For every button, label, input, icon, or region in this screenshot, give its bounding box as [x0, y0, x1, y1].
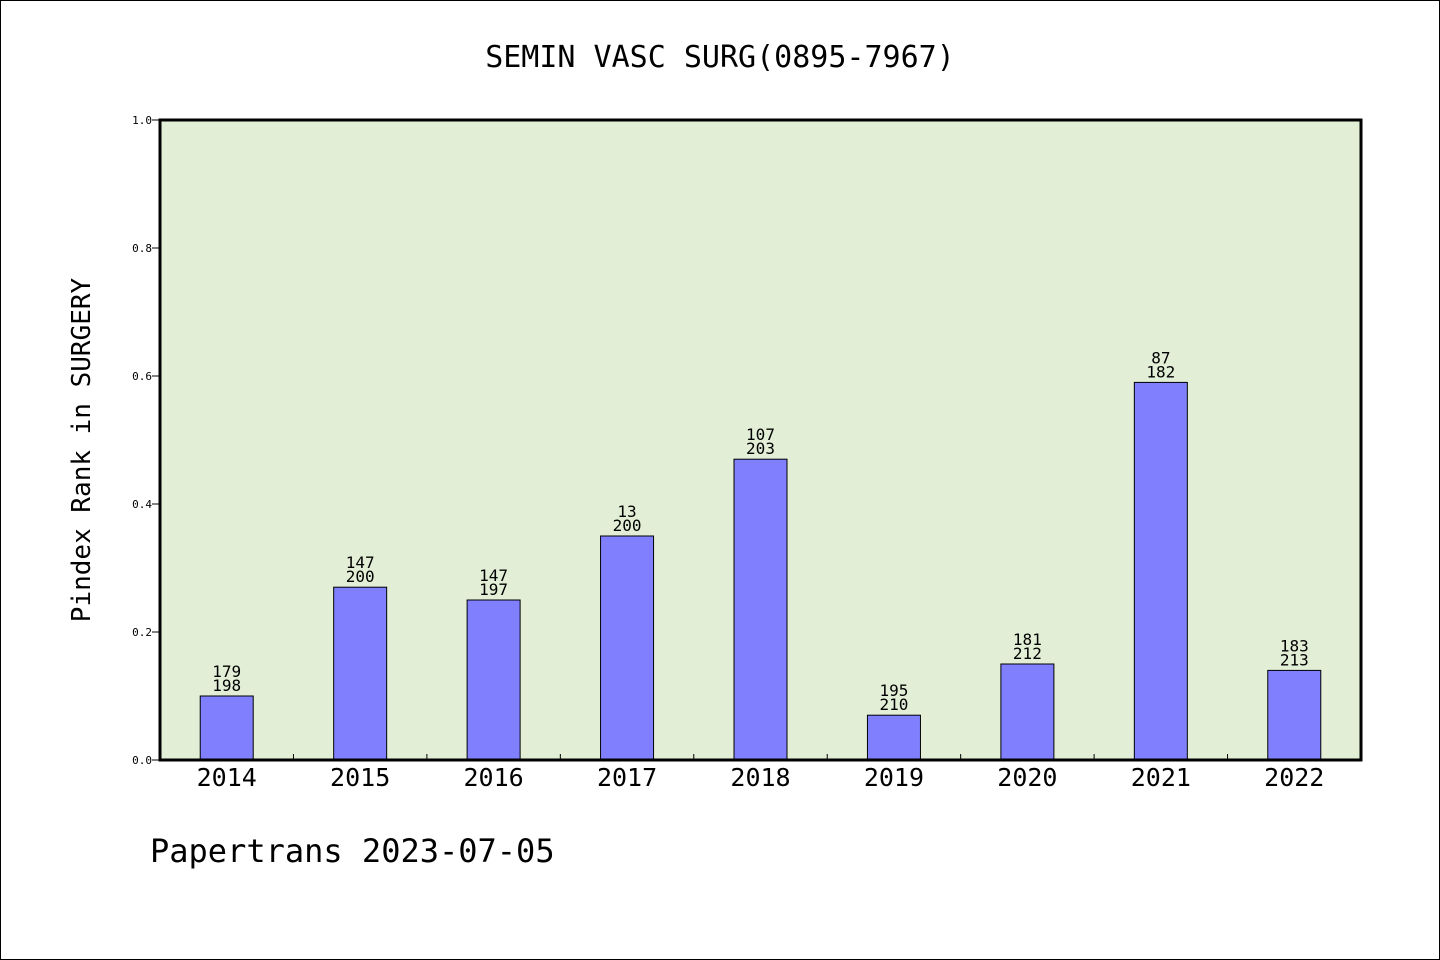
data-label-rank: 195	[879, 681, 908, 700]
data-label-total: 212	[1013, 644, 1042, 663]
labels-layer: 2014179198201514720020161471972017132002…	[197, 348, 1325, 792]
x-tick-label: 2014	[197, 763, 257, 792]
x-tick-label: 2016	[464, 763, 524, 792]
bar-2015	[333, 586, 388, 761]
footer-note: Papertrans 2023-07-05	[150, 832, 555, 870]
y-tick-label: 0.8	[132, 242, 152, 255]
y-tick-label: 1.0	[132, 114, 152, 127]
data-label-rank: 179	[212, 662, 241, 681]
data-label-rank: 147	[346, 553, 375, 572]
y-tick-label: 0.2	[132, 626, 152, 639]
bar-2019	[866, 714, 921, 761]
data-label-total: 210	[879, 695, 908, 714]
data-label-total: 213	[1280, 650, 1309, 669]
data-label-total: 200	[346, 567, 375, 586]
x-tick-label: 2017	[597, 763, 657, 792]
y-axis-label: Pindex Rank in SURGERY	[67, 277, 97, 622]
bar-2017	[600, 535, 655, 761]
data-label-rank: 87	[1151, 348, 1170, 367]
x-tick-label: 2021	[1131, 763, 1191, 792]
bar-2018	[733, 458, 788, 761]
bar-2014	[199, 695, 254, 761]
data-label-rank: 107	[746, 425, 775, 444]
plot-border	[158, 118, 1363, 762]
x-tick-label: 2018	[730, 763, 790, 792]
x-tick-label: 2022	[1264, 763, 1324, 792]
bar-2022	[1267, 669, 1322, 761]
data-label-rank: 147	[479, 566, 508, 585]
data-label-total: 200	[613, 516, 642, 535]
bars-layer	[199, 381, 1322, 761]
data-label-rank: 181	[1013, 630, 1042, 649]
y-tick-label: 0.4	[132, 498, 152, 511]
data-label-total: 203	[746, 439, 775, 458]
data-label-rank: 13	[617, 502, 636, 521]
chart-title: SEMIN VASC SURG(0895-7967)	[485, 40, 955, 75]
data-label-total: 198	[212, 676, 241, 695]
bar-2016	[466, 599, 521, 761]
bar-2021	[1133, 381, 1188, 761]
data-label-total: 182	[1146, 362, 1175, 381]
y-tick-label: 0.0	[132, 754, 152, 767]
bar-2020	[1000, 663, 1055, 761]
x-tick-label: 2015	[330, 763, 390, 792]
data-label-rank: 183	[1280, 636, 1309, 655]
data-label-total: 197	[479, 580, 508, 599]
x-tick-label: 2019	[864, 763, 924, 792]
ticks-layer: 0.0 0.2 0.4 0.6 0.8 1.0	[132, 114, 1229, 767]
x-tick-label: 2020	[997, 763, 1057, 792]
y-tick-label: 0.6	[132, 370, 152, 383]
